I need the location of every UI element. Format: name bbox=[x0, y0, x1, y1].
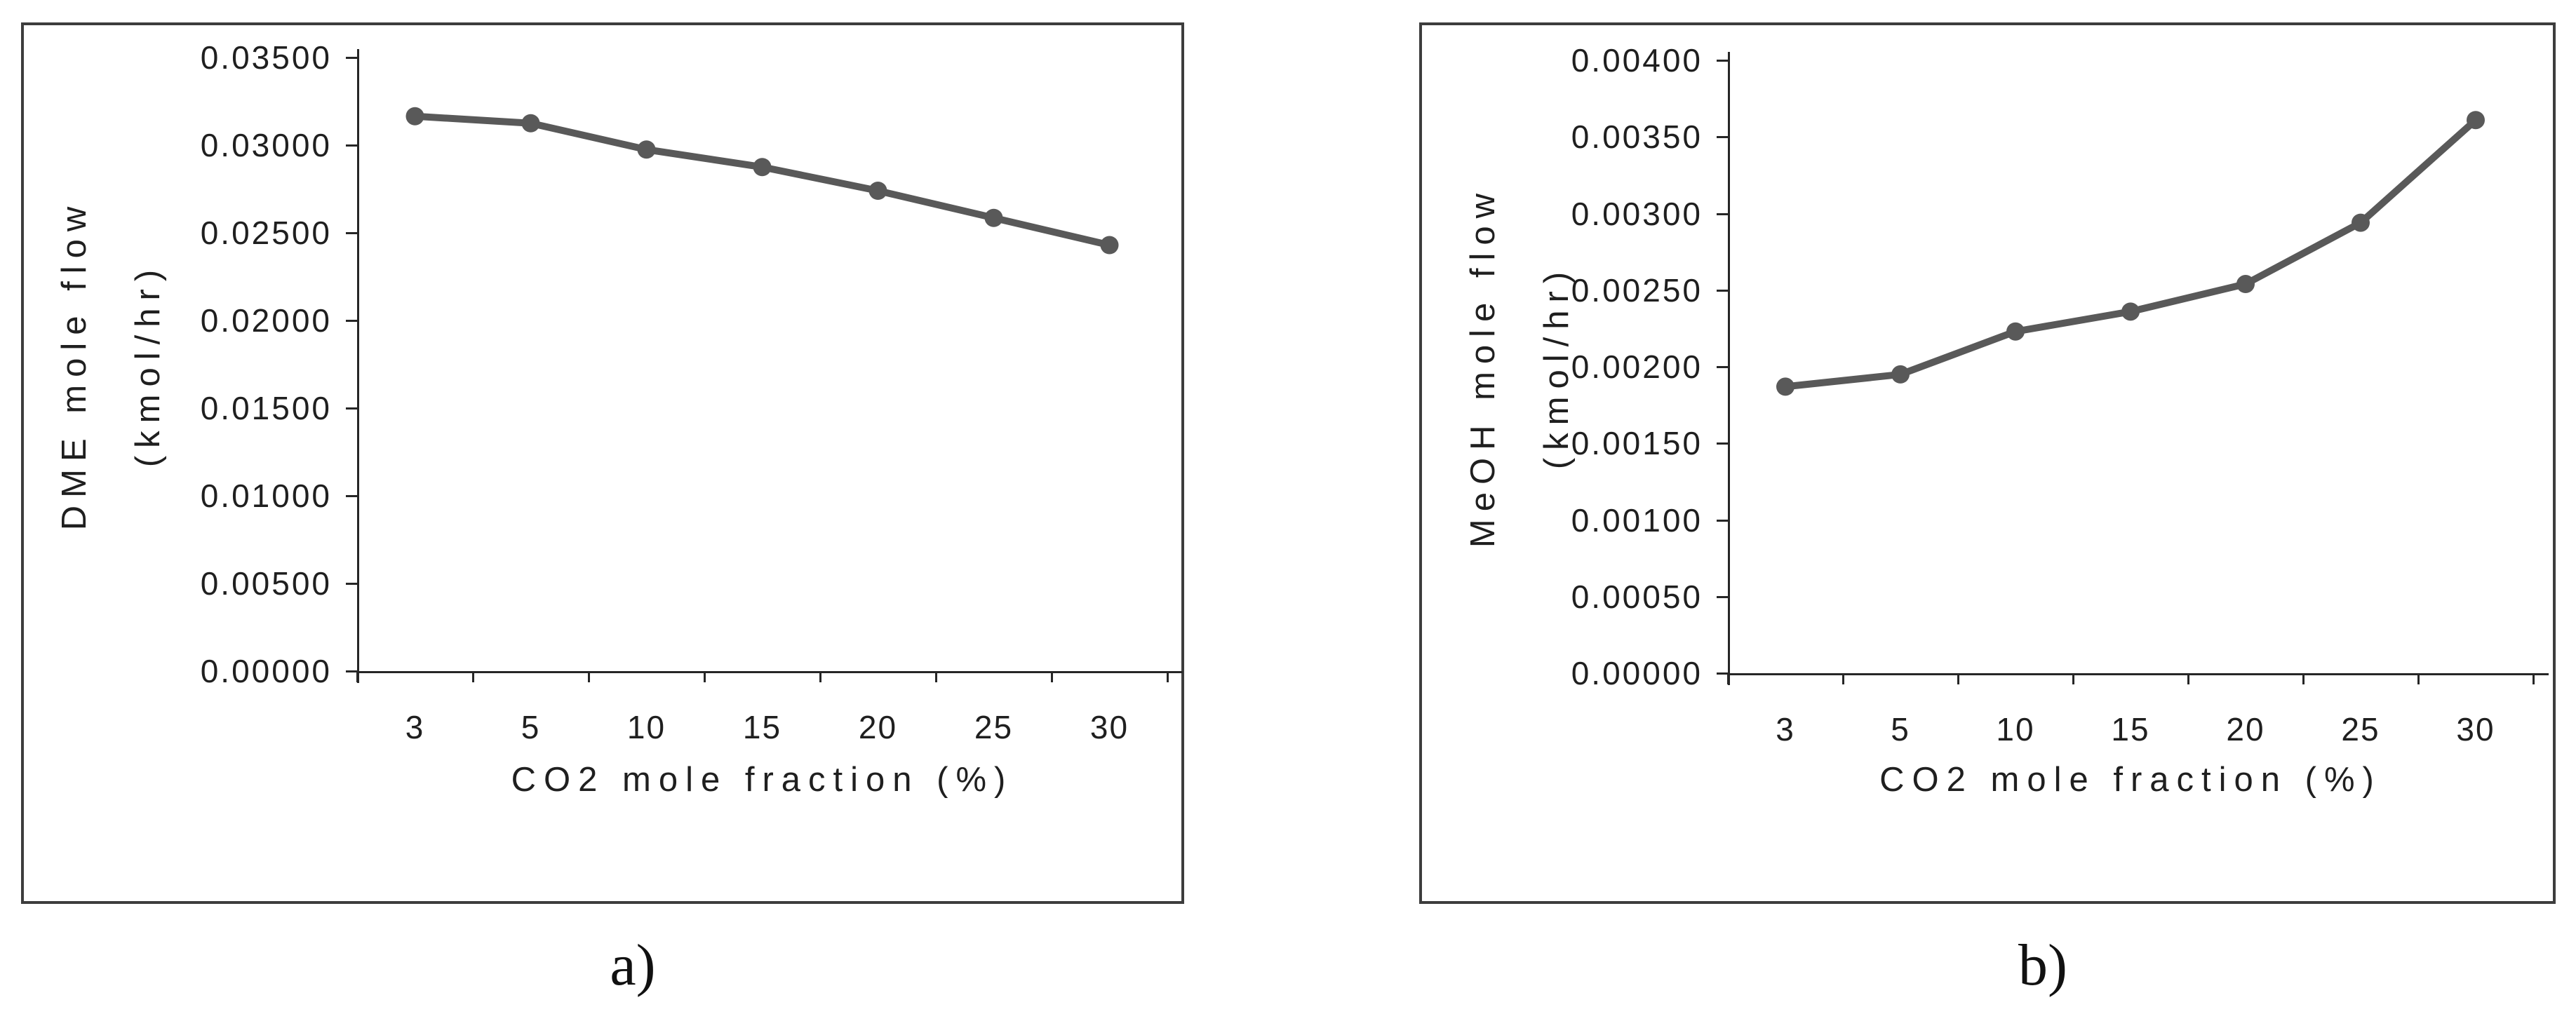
y-tick-label: 0.01000 bbox=[200, 478, 332, 514]
y-tick-mark bbox=[346, 670, 357, 672]
y-tick-mark bbox=[1717, 672, 1728, 675]
data-point-marker bbox=[2352, 213, 2370, 232]
y-tick-label: 0.00000 bbox=[1571, 655, 1703, 691]
data-point-marker bbox=[753, 158, 772, 177]
series-line bbox=[411, 112, 1113, 249]
x-tick-mark bbox=[1167, 671, 1169, 682]
y-tick-mark bbox=[1717, 442, 1728, 445]
data-point-marker bbox=[1776, 377, 1795, 396]
series-line bbox=[1782, 116, 2479, 391]
x-tick-mark bbox=[1727, 673, 1729, 684]
y-tick-label: 0.00150 bbox=[1571, 425, 1703, 462]
x-tick-mark bbox=[1842, 673, 1844, 684]
y-tick-mark bbox=[346, 583, 357, 585]
y-axis-line bbox=[1728, 52, 1730, 685]
x-tick-mark bbox=[819, 671, 821, 682]
y-tick-label: 0.00100 bbox=[1571, 501, 1703, 539]
data-point-marker bbox=[2236, 275, 2255, 294]
y-tick-label: 0.03000 bbox=[200, 127, 332, 163]
x-tick-mark bbox=[2302, 673, 2305, 684]
y-tick-label: 0.00500 bbox=[200, 565, 332, 602]
y-tick-mark bbox=[1717, 212, 1728, 215]
data-point-marker bbox=[521, 114, 540, 133]
y-tick-label: 0.00350 bbox=[1571, 119, 1703, 156]
y-tick-label: 0.00050 bbox=[1571, 578, 1703, 615]
x-tick-mark bbox=[935, 671, 937, 682]
x-tick-mark bbox=[2417, 673, 2420, 684]
y-tick-mark bbox=[346, 144, 357, 147]
y-tick-mark bbox=[346, 320, 357, 322]
y-tick-label: 0.00400 bbox=[1571, 42, 1703, 79]
y-tick-mark bbox=[1717, 595, 1728, 598]
y-tick-mark bbox=[1717, 519, 1728, 522]
y-tick-label: 0.00250 bbox=[1571, 271, 1703, 309]
x-tick-label: 20 bbox=[2226, 711, 2265, 748]
y-tick-mark bbox=[1717, 366, 1728, 368]
y-tick-label: 0.00000 bbox=[200, 653, 332, 689]
x-axis-line bbox=[1728, 673, 2549, 675]
x-tick-label: 15 bbox=[742, 709, 782, 745]
y-tick-mark bbox=[1717, 136, 1728, 139]
y-tick-mark bbox=[1717, 289, 1728, 292]
data-point-marker bbox=[1100, 236, 1119, 255]
y-tick-label: 0.01500 bbox=[200, 390, 332, 426]
x-tick-mark bbox=[1957, 673, 1959, 684]
x-tick-label: 10 bbox=[626, 709, 666, 745]
x-tick-mark bbox=[356, 671, 358, 682]
x-tick-label: 20 bbox=[858, 709, 898, 745]
x-tick-label: 3 bbox=[405, 709, 425, 745]
data-point-marker bbox=[405, 107, 424, 126]
y-tick-label: 0.02500 bbox=[200, 215, 332, 251]
x-tick-mark bbox=[2533, 673, 2535, 684]
x-tick-label: 30 bbox=[2456, 711, 2495, 748]
data-point-marker bbox=[868, 182, 887, 200]
x-tick-mark bbox=[2072, 673, 2074, 684]
x-tick-label: 30 bbox=[1089, 709, 1129, 745]
y-tick-mark bbox=[346, 232, 357, 234]
x-tick-label: 25 bbox=[974, 709, 1014, 745]
x-tick-label: 10 bbox=[1996, 711, 2035, 748]
x-tick-mark bbox=[704, 671, 706, 682]
y-tick-label: 0.03500 bbox=[200, 39, 332, 76]
x-tick-mark bbox=[2187, 673, 2189, 684]
x-tick-mark bbox=[1051, 671, 1053, 682]
y-axis-line bbox=[357, 49, 359, 683]
data-point-marker bbox=[2467, 111, 2485, 130]
y-tick-label: 0.02000 bbox=[200, 302, 332, 339]
y-tick-mark bbox=[346, 57, 357, 59]
x-tick-label: 15 bbox=[2111, 711, 2150, 748]
x-tick-mark bbox=[588, 671, 590, 682]
x-axis-line bbox=[357, 671, 1183, 673]
line-series-b bbox=[1776, 111, 2485, 396]
x-tick-label: 25 bbox=[2341, 711, 2380, 748]
data-point-marker bbox=[1891, 365, 1910, 384]
panel-caption-a: a) bbox=[610, 933, 656, 998]
line-series-a bbox=[405, 107, 1119, 255]
y-tick-label: 0.00200 bbox=[1571, 349, 1703, 385]
x-tick-mark bbox=[472, 671, 474, 682]
data-point-marker bbox=[637, 140, 656, 159]
y-tick-label: 0.00300 bbox=[1571, 195, 1703, 232]
y-tick-mark bbox=[346, 407, 357, 410]
y-tick-mark bbox=[1717, 60, 1728, 62]
x-tick-label: 5 bbox=[521, 709, 541, 745]
x-tick-label: 3 bbox=[1776, 711, 1795, 748]
data-point-marker bbox=[2121, 302, 2140, 321]
x-tick-label: 5 bbox=[1891, 711, 1910, 748]
panel-caption-b: b) bbox=[2018, 933, 2067, 998]
y-tick-mark bbox=[346, 495, 357, 497]
data-point-marker bbox=[984, 208, 1003, 227]
chart-panel-a: DME mole flow (kmol/hr) CO2 mole fractio… bbox=[21, 22, 1184, 904]
x-axis-title-a: CO2 mole fraction (%) bbox=[511, 761, 1014, 799]
chart-panel-b: MeOH mole flow (kmol/hr) CO2 mole fracti… bbox=[1419, 22, 2556, 904]
data-point-marker bbox=[2006, 322, 2025, 341]
x-axis-title-b: CO2 mole fraction (%) bbox=[1879, 761, 2382, 799]
